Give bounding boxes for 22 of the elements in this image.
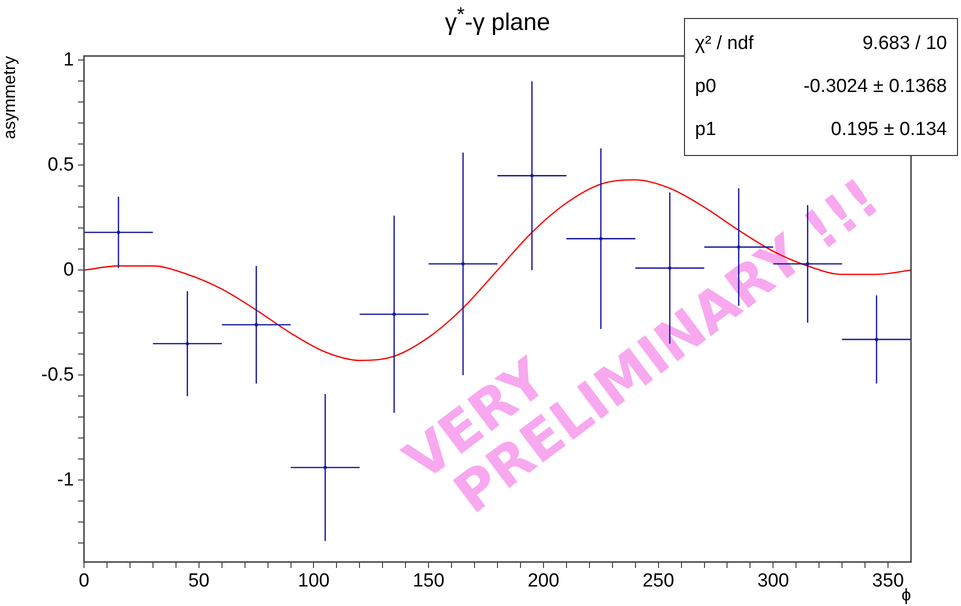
text: χ² / ndf (695, 33, 754, 56)
text: 9.683 / 10 (862, 33, 947, 56)
x-tick-label: 250 (642, 570, 674, 592)
x-tick-label: 100 (298, 570, 330, 592)
y-tick-label: 0 (63, 259, 74, 280)
annotation: 0.195 ± 0.134 (830, 118, 947, 141)
annotation: p0 (695, 76, 716, 98)
annotation: p1 (695, 118, 716, 141)
x-tick-label: 200 (528, 570, 560, 592)
annotation: -0.3024 ± 0.1368 (803, 76, 947, 98)
y-tick-label: 1 (63, 49, 74, 70)
x-tick-label: 150 (412, 570, 444, 592)
y-axis-title: asymmetry (0, 56, 19, 140)
y-tick-label: -1 (57, 469, 74, 490)
x-tick-label: 50 (188, 570, 210, 592)
x-axis-title: ϕ (901, 585, 911, 604)
chart-title: γ$^{*}$-γ plane (444, 4, 550, 36)
x-tick-label: 0 (78, 570, 90, 592)
y-tick-label: -0.5 (41, 364, 74, 386)
y-tick-label: 0.5 (48, 154, 74, 176)
x-tick-label: 300 (757, 570, 790, 592)
x-tick-label: 350 (872, 570, 904, 592)
